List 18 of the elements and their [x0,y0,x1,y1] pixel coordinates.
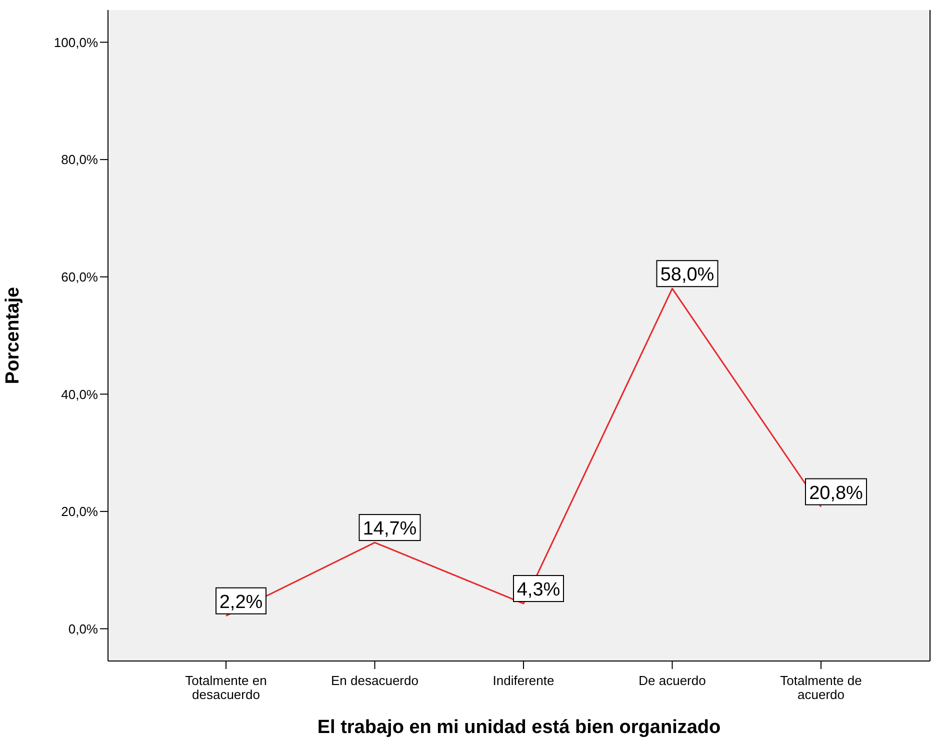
y-tick-label: 20,0% [61,504,98,520]
y-tick-label: 60,0% [61,269,98,284]
data-label: 14,7% [362,518,417,540]
data-label: 58,0% [660,264,714,286]
x-tick-label: Totalmente en desacuerdo [185,673,267,702]
x-tick-label: Totalmente de acuerdo [780,673,862,702]
y-tick-label: 40,0% [61,386,98,402]
x-tick-label: En desacuerdo [331,673,418,688]
data-label: 2,2% [219,592,263,613]
x-tick-label: Indiferente [492,673,554,688]
x-axis-title: El trabajo en mi unidad está bien organizado [317,717,721,738]
y-tick-label: 0,0% [68,621,98,636]
data-label: 20,8% [809,482,864,504]
data-label: 4,3% [516,580,560,601]
x-tick-label: De acuerdo [638,673,706,688]
y-tick-label: 100,0% [54,34,98,50]
y-tick-label: 80,0% [61,152,98,168]
y-axis-title: Porcentaje [2,286,24,384]
